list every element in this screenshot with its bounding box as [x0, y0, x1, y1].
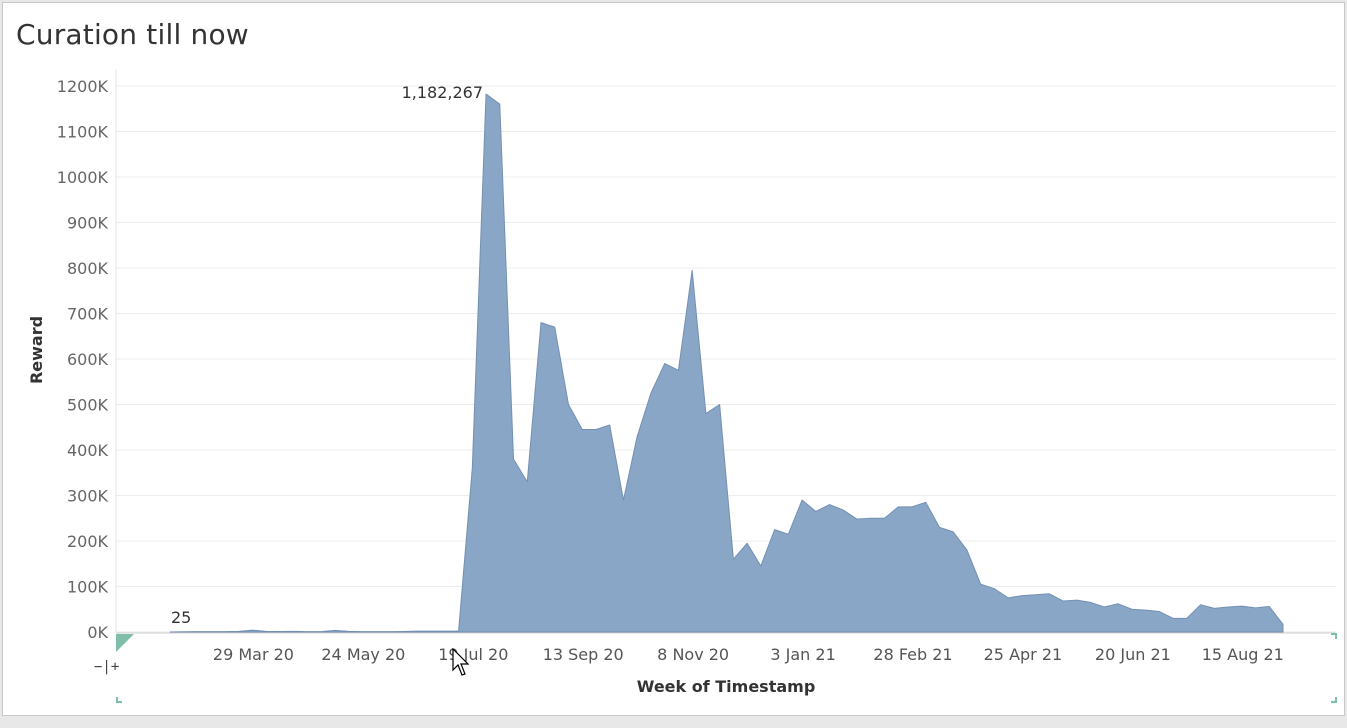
y-tick-label: 0K [87, 623, 108, 642]
page-title: Curation till now [16, 18, 249, 51]
y-tick-label: 500K [67, 396, 109, 415]
x-tick-label: 13 Sep 20 [543, 645, 624, 664]
x-tick-label: 20 Jun 21 [1095, 645, 1171, 664]
y-tick-label: 800K [67, 259, 109, 278]
data-labels: 25 1,182,267 [171, 83, 483, 627]
gridlines [116, 85, 1336, 633]
x-tick-label: 3 Jan 21 [770, 645, 835, 664]
x-tick-label: 25 Apr 21 [984, 645, 1063, 664]
x-tick-label: 15 Aug 21 [1202, 645, 1284, 664]
zoom-control[interactable]: −|+ [94, 659, 120, 675]
x-tick-label: 19 Jul 20 [438, 645, 508, 664]
y-tick-label: 1000K [57, 168, 109, 187]
area-series[interactable] [169, 93, 1284, 633]
x-tick-label: 8 Nov 20 [657, 645, 729, 664]
y-tick-label: 100K [67, 578, 109, 597]
x-tick-label: 29 Mar 20 [213, 645, 294, 664]
x-axis-title: Week of Timestamp [637, 677, 816, 696]
y-tick-label: 1100K [57, 123, 109, 142]
x-axis: 29 Mar 20 24 May 20 19 Jul 20 13 Sep 20 8 No… [116, 632, 1336, 664]
y-tick-label: 700K [67, 305, 109, 324]
data-label: 25 [171, 608, 191, 627]
y-axis: 0K 100K 200K 300K 400K 500K 600K 700K 800K 900K 10… [57, 70, 117, 642]
axis-origin-marker [116, 634, 134, 652]
y-tick-label: 300K [67, 487, 109, 506]
area-layer [169, 93, 1284, 633]
y-tick-label: 600K [67, 350, 109, 369]
mouse-cursor-icon [452, 648, 470, 676]
data-label: 1,182,267 [402, 83, 483, 102]
y-axis-title: Reward [27, 316, 46, 384]
x-tick-label: 24 May 20 [321, 645, 405, 664]
y-tick-label: 400K [67, 441, 109, 460]
y-tick-label: 1200K [57, 77, 109, 96]
corner-marks [116, 633, 1337, 703]
y-tick-label: 200K [67, 532, 109, 551]
y-tick-label: 900K [67, 214, 109, 233]
x-tick-label: 28 Feb 21 [873, 645, 952, 664]
